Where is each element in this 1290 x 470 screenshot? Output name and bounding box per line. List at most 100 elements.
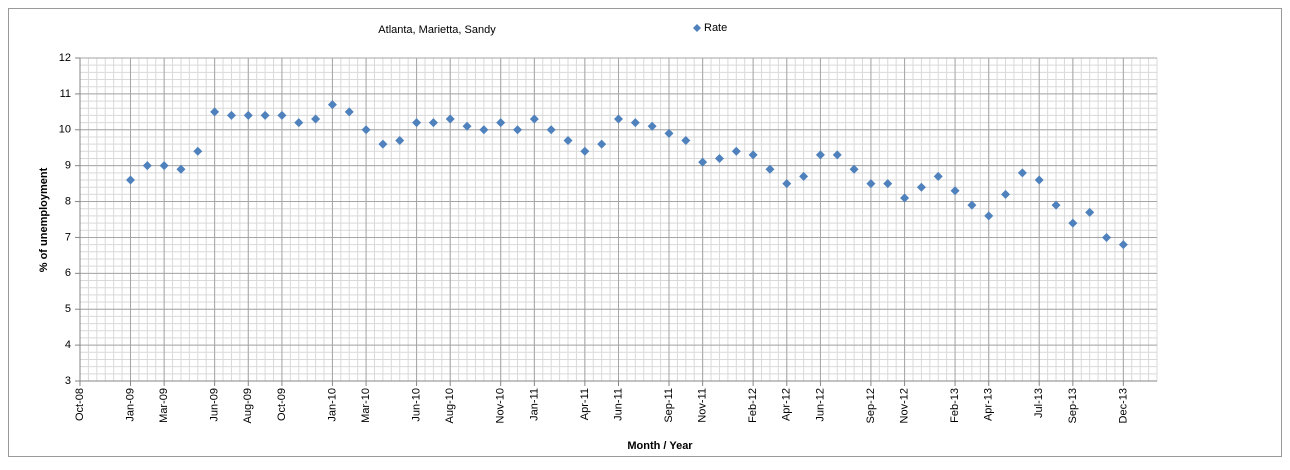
x-tick-label: Jan-09: [124, 388, 136, 422]
y-axis-label: % of unemployment: [38, 167, 50, 272]
point: [614, 114, 623, 124]
point: [193, 146, 203, 156]
x-tick-label: Apr-11: [579, 388, 591, 420]
x-tick-label: Aug-09: [242, 388, 254, 423]
point: [395, 136, 405, 146]
point: [933, 171, 943, 181]
point: [832, 150, 842, 160]
point: [1017, 168, 1027, 178]
y-tick-label: 5: [65, 303, 71, 315]
point: [664, 128, 674, 138]
point: [866, 179, 876, 189]
x-tick-label: Mar-10: [360, 388, 372, 423]
x-tick-label: Jun-11: [612, 388, 624, 421]
x-tick-label: Jun-09: [209, 388, 221, 422]
point: [1102, 232, 1112, 242]
point: [142, 161, 152, 171]
y-tick-label: 10: [59, 124, 71, 136]
point: [883, 179, 893, 189]
point: [176, 164, 186, 174]
point: [1085, 207, 1095, 217]
x-tick-label: Jun-12: [814, 388, 826, 422]
x-axis-label: Month / Year: [627, 440, 693, 452]
x-tick-label: Nov-10: [495, 388, 507, 423]
x-tick-label: Aug-10: [444, 388, 456, 423]
y-tick-label: 7: [65, 231, 71, 243]
point: [967, 200, 977, 210]
point: [815, 150, 825, 160]
grid: [79, 57, 1158, 382]
point: [782, 179, 792, 189]
x-tick-label: Jan-11: [528, 388, 540, 421]
point: [731, 146, 741, 156]
point: [378, 139, 388, 149]
x-tick-label: Nov-11: [697, 388, 709, 423]
point: [479, 125, 489, 135]
chart-title: Atlanta, Marietta, Sandy: [378, 24, 496, 36]
point: [260, 110, 270, 120]
y-tick-label: 3: [65, 375, 71, 387]
y-tick-label: 11: [60, 88, 71, 100]
x-tick-label: Oct-08: [74, 388, 86, 421]
y-tick-label: 8: [65, 195, 71, 207]
point: [327, 100, 337, 110]
point: [984, 211, 994, 221]
point: [428, 118, 438, 128]
point: [681, 136, 691, 146]
point: [311, 114, 321, 124]
y-tick-label: 6: [65, 267, 71, 279]
point: [210, 107, 220, 117]
point: [445, 114, 455, 124]
point: [277, 110, 287, 120]
point: [1118, 240, 1128, 250]
x-tick-label: Jun-10: [410, 388, 422, 422]
y-tick-label: 12: [59, 52, 71, 64]
point: [513, 125, 523, 135]
point: [563, 136, 573, 146]
x-tick-label: Feb-12: [747, 388, 759, 423]
point: [950, 186, 960, 196]
chart-border: [8, 8, 1282, 457]
point: [361, 125, 371, 135]
point: [1051, 200, 1061, 210]
legend-label: Rate: [704, 22, 727, 34]
y-tick-label: 4: [65, 339, 71, 351]
point: [412, 118, 422, 128]
point: [546, 125, 556, 135]
point: [900, 193, 910, 203]
point: [597, 139, 607, 149]
point: [1034, 175, 1044, 185]
legend-marker: [693, 24, 701, 32]
point: [714, 153, 724, 163]
x-tick-label: Oct-09: [276, 388, 288, 421]
point: [125, 175, 135, 185]
point: [748, 150, 758, 160]
x-tick-label: Feb-13: [949, 388, 961, 423]
point: [849, 164, 859, 174]
point: [765, 164, 775, 174]
point: [294, 118, 304, 128]
point: [496, 118, 506, 128]
point: [580, 146, 590, 156]
x-tick-label: Mar-09: [158, 388, 170, 423]
point: [647, 121, 657, 131]
point: [159, 161, 169, 171]
point: [344, 107, 354, 117]
x-tick-label: Sep-11: [663, 388, 675, 423]
point: [799, 171, 809, 181]
x-tick-label: Apr-12: [781, 388, 793, 421]
x-tick-label: Sep-13: [1067, 388, 1079, 423]
point: [529, 114, 539, 124]
x-tick-label: Sep-12: [865, 388, 877, 423]
x-tick-label: Nov-12: [898, 388, 910, 423]
x-tick-label: Dec-13: [1117, 388, 1129, 423]
point: [916, 182, 926, 192]
x-tick-label: Jan-10: [326, 388, 338, 422]
point: [243, 110, 253, 120]
x-tick-label: Jul-13: [1033, 388, 1045, 418]
point: [630, 118, 640, 128]
point: [1068, 218, 1078, 228]
point: [698, 157, 708, 167]
point: [226, 110, 236, 120]
